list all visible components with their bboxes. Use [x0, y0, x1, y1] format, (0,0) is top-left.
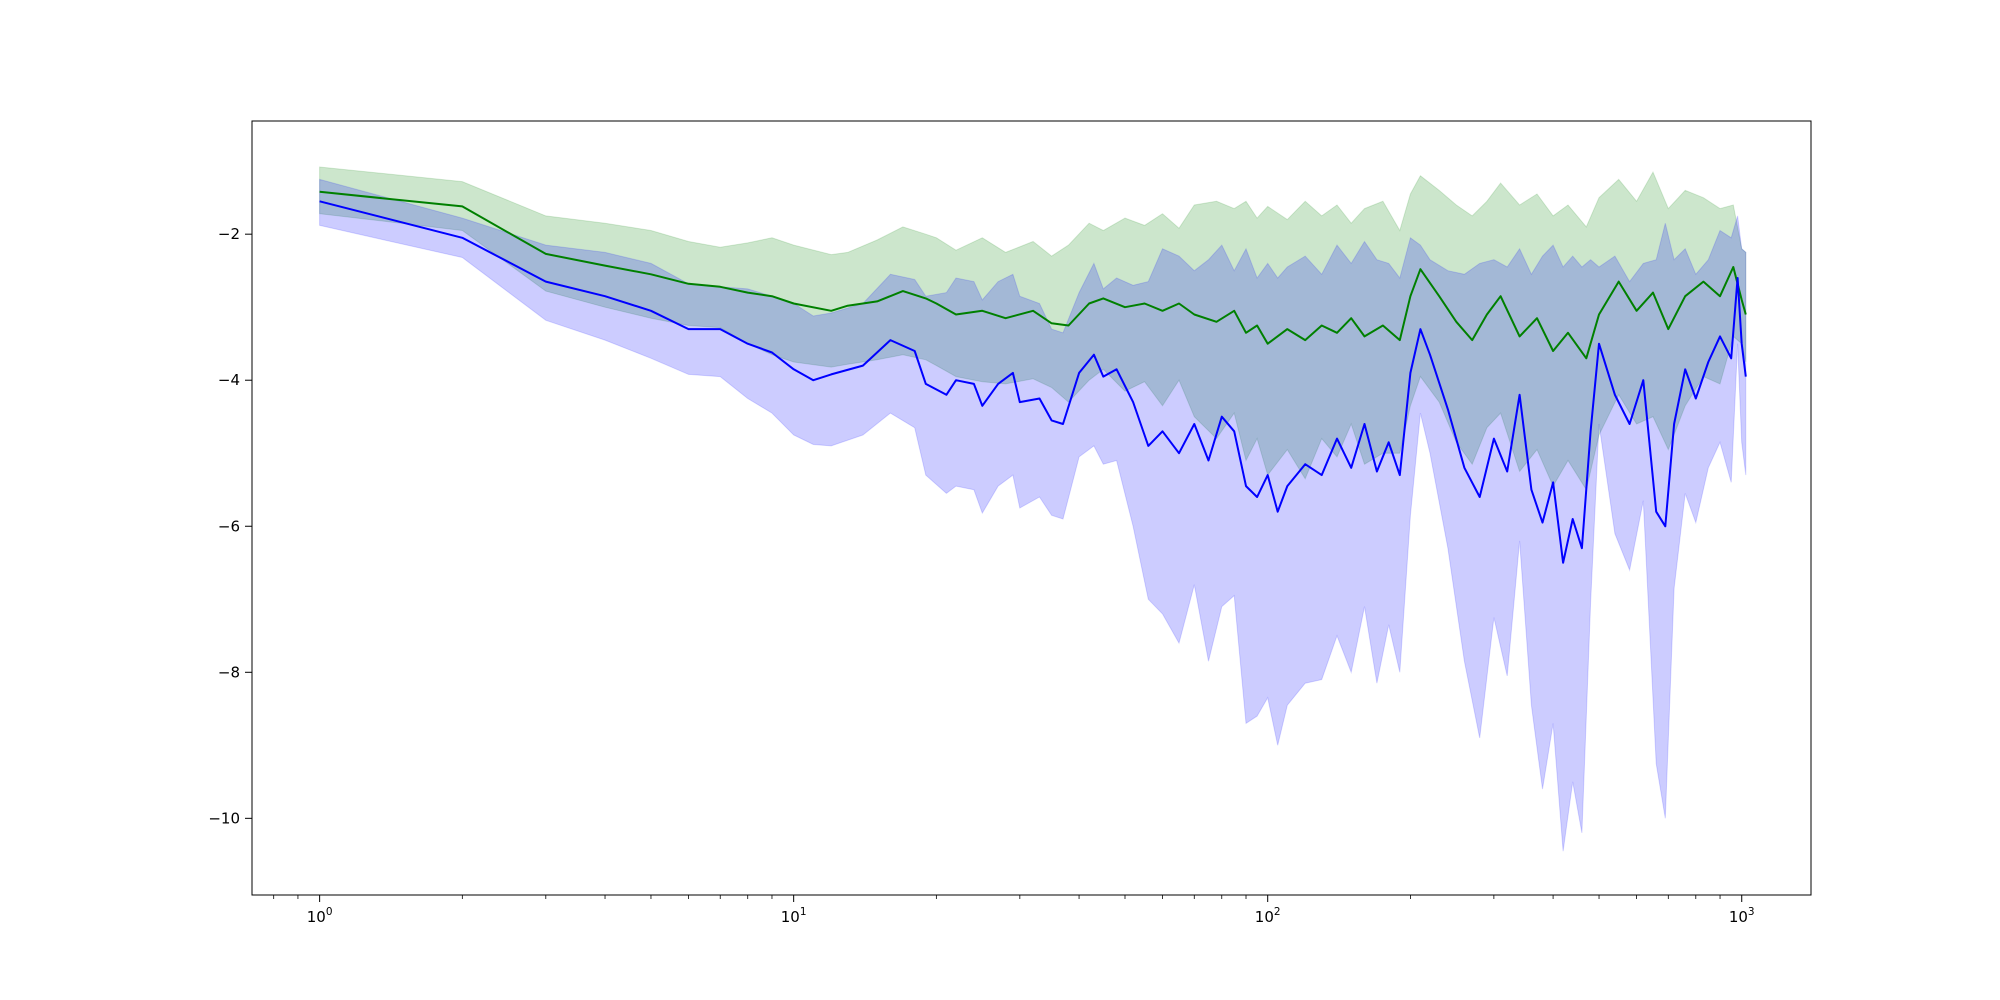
y-axis: −2 −4 −6 −8 −10	[208, 225, 252, 827]
series-2-band	[319, 178, 1747, 852]
y-tick-label: −2	[218, 225, 240, 243]
axes-frame	[251, 120, 1812, 896]
x-tick-label: 101	[781, 906, 807, 926]
x-axis: 100 101 102 103	[273, 895, 1755, 926]
x-tick-label: 100	[307, 906, 333, 926]
x-tick-label: 102	[1255, 906, 1281, 926]
series-2-line	[319, 200, 1747, 564]
x-tick-label: 103	[1729, 906, 1755, 926]
y-tick-label: −6	[218, 517, 240, 535]
y-tick-label: −4	[218, 371, 240, 389]
y-tick-label: −8	[218, 663, 240, 681]
plot-area	[319, 166, 1747, 852]
series-1-band	[319, 166, 1747, 491]
y-tick-label: −10	[208, 809, 240, 827]
series-1-line	[319, 190, 1747, 360]
